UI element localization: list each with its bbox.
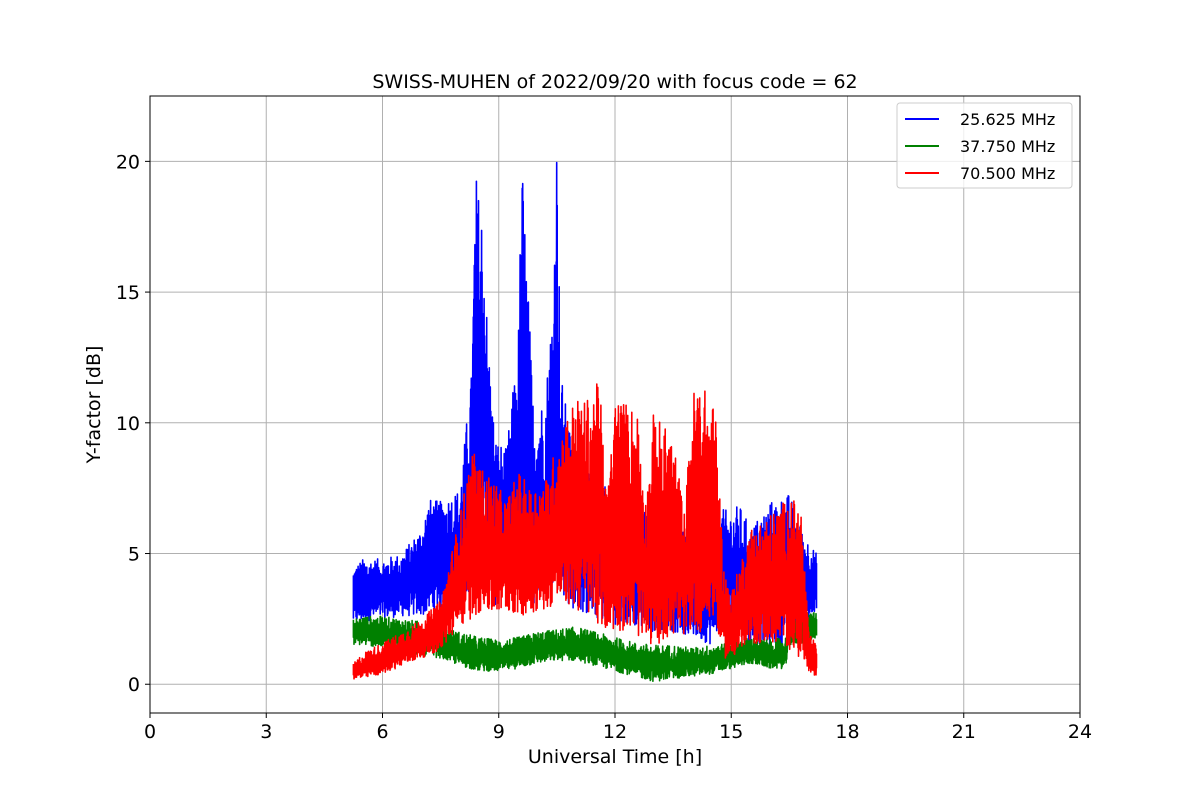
y-tick-label: 15	[116, 282, 140, 304]
legend-label-series-2: 37.750 MHz	[960, 137, 1055, 156]
legend-box	[896, 102, 1073, 189]
legend: 25.625 MHz 37.750 MHz 70.500 MHz	[896, 102, 1073, 189]
x-axis-label: Universal Time [h]	[528, 746, 702, 768]
legend-label-series-1: 25.625 MHz	[960, 110, 1055, 129]
x-tick-label: 9	[493, 721, 505, 743]
legend-label-series-3: 70.500 MHz	[960, 164, 1055, 183]
x-tick-label: 18	[835, 721, 859, 743]
y-tick-label: 20	[116, 151, 140, 173]
ticks: 0 3 6 9 12 15 18 21 24 0 5 10 15 20	[116, 151, 1092, 743]
y-axis-label: Y-factor [dB]	[83, 346, 105, 465]
x-tick-label: 21	[952, 721, 976, 743]
chart-title: SWISS-MUHEN of 2022/09/20 with focus cod…	[372, 71, 857, 93]
y-tick-label: 5	[128, 544, 140, 566]
x-tick-label: 0	[144, 721, 156, 743]
x-tick-label: 15	[719, 721, 743, 743]
y-tick-label: 0	[128, 674, 140, 696]
series-layer	[352, 161, 818, 682]
x-tick-label: 3	[260, 721, 272, 743]
series-line-3	[352, 383, 818, 680]
y-tick-label: 10	[116, 413, 140, 435]
x-tick-label: 24	[1068, 721, 1092, 743]
x-tick-label: 6	[376, 721, 388, 743]
x-tick-label: 12	[603, 721, 627, 743]
